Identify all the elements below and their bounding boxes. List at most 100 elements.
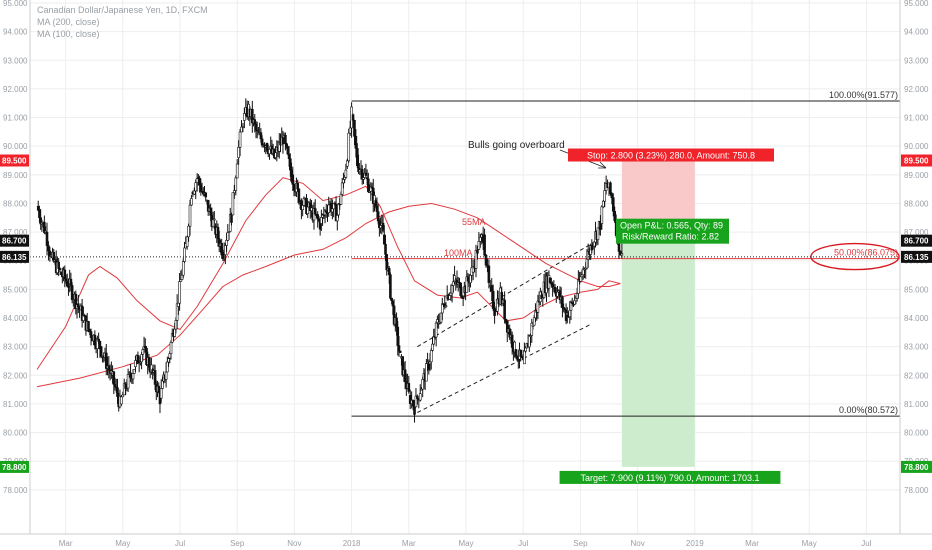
candle-body: [140, 354, 143, 363]
candle-body: [510, 334, 514, 348]
candle-body: [444, 305, 448, 307]
candle-body: [47, 245, 50, 252]
candle-body: [397, 345, 401, 352]
candle-body: [89, 331, 93, 338]
candle-body: [343, 177, 346, 180]
candle-body: [286, 146, 290, 155]
x-tick-label: Jul: [518, 539, 528, 548]
candle-body: [493, 308, 496, 316]
candle-body: [38, 209, 41, 219]
y-tick-label-left: 90.000: [3, 142, 28, 151]
candle-body: [65, 280, 69, 287]
candle-body: [448, 295, 451, 300]
candle-body: [285, 143, 288, 148]
candle-body: [551, 283, 554, 288]
y-tick-label-left: 83.000: [3, 343, 28, 352]
candle-body: [411, 399, 415, 407]
candle-body: [449, 292, 453, 296]
candle-body: [87, 321, 90, 330]
candle-body: [187, 225, 190, 238]
y-marker-left-label: 86.135: [2, 253, 27, 262]
candle-body: [579, 276, 583, 282]
candle-body: [225, 239, 228, 246]
candle-body: [490, 285, 494, 292]
y-tick-label-right: 94.000: [904, 28, 929, 37]
candle-body: [233, 190, 236, 194]
candle-body: [403, 369, 407, 383]
candle-body: [77, 303, 80, 308]
y-tick-label-right: 80.000: [904, 429, 929, 438]
candle-body: [347, 132, 351, 162]
candle-body: [268, 148, 271, 155]
candle-body: [515, 356, 519, 360]
candle-body: [230, 214, 233, 223]
candle-body: [274, 152, 277, 158]
x-tick-label: Jul: [175, 539, 185, 548]
y-marker-left-bg: [0, 250, 29, 263]
plot-background: [30, 0, 900, 534]
ma-line-100ma: [36, 202, 621, 388]
candle-body: [59, 271, 63, 275]
bulls-arrowhead: [598, 161, 607, 169]
candle-body: [185, 236, 189, 247]
candle-body: [342, 179, 345, 184]
candle-body: [301, 205, 304, 210]
candle-body: [398, 350, 402, 353]
candle-body: [57, 261, 60, 269]
candle-body: [284, 134, 287, 145]
candle-body: [425, 363, 428, 382]
candle-body: [302, 198, 306, 206]
candle-body: [339, 193, 343, 205]
candle-body: [613, 210, 617, 222]
candle-body: [281, 136, 285, 145]
candle-body: [292, 183, 296, 191]
candle-body: [568, 309, 572, 318]
target-label: Target: 7.900 (9.11%) 790.0, Amount: 170…: [559, 470, 781, 484]
y-tick-label-left: 95.000: [3, 0, 28, 8]
candle-body: [335, 215, 339, 222]
candle-body: [382, 234, 386, 245]
candle-body: [611, 197, 615, 212]
fib-retracement[interactable]: 100.00%(91.577) 50.00%(86.075) 0.00%(80.57…: [351, 90, 900, 417]
position-zones: [621, 160, 695, 467]
candle-body: [161, 380, 164, 389]
candle-body: [296, 182, 299, 190]
y-marker-right-bg: [901, 460, 932, 473]
y-tick-label-left: 80.000: [3, 429, 28, 438]
candle-body: [575, 293, 579, 299]
candle-body: [63, 269, 67, 280]
candle-body: [459, 282, 462, 296]
y-tick-label-right: 88.000: [904, 199, 929, 208]
candle-body: [141, 349, 145, 355]
y-marker-left-label: 86.700: [2, 237, 27, 246]
stop-label-text: Stop: 2.800 (3.23%) 280.0, Amount: 750.8: [587, 151, 755, 161]
candle-body: [287, 153, 291, 160]
candle-body: [353, 120, 356, 137]
y-tick-label-right: 84.000: [904, 314, 929, 323]
candle-body: [387, 268, 391, 276]
candle-body: [234, 177, 238, 191]
candle-body: [70, 285, 74, 301]
x-tick-label: May: [458, 539, 473, 548]
y-tick-label-left: 89.000: [3, 171, 28, 180]
candle-body: [147, 357, 151, 368]
candle-body: [45, 231, 49, 246]
candle-body: [379, 225, 382, 229]
candle-body: [107, 365, 111, 370]
y-tick-label-right: 93.000: [904, 56, 929, 65]
y-tick-label-right: 78.000: [904, 486, 929, 495]
y-marker-right-label: 86.135: [904, 253, 929, 262]
candle-body: [367, 178, 370, 192]
y-marker-right-bg: [901, 234, 932, 247]
y-tick-label-right: 92.000: [904, 85, 929, 94]
y-tick-label-right: 85.000: [904, 285, 929, 294]
candle-body: [243, 113, 246, 121]
candle-body: [209, 207, 212, 216]
bulls-annotation: Bulls going overboard: [468, 140, 565, 151]
candle-body: [487, 265, 491, 283]
candle-body: [166, 361, 169, 373]
candle-body: [204, 192, 208, 198]
candle-body: [574, 297, 578, 302]
